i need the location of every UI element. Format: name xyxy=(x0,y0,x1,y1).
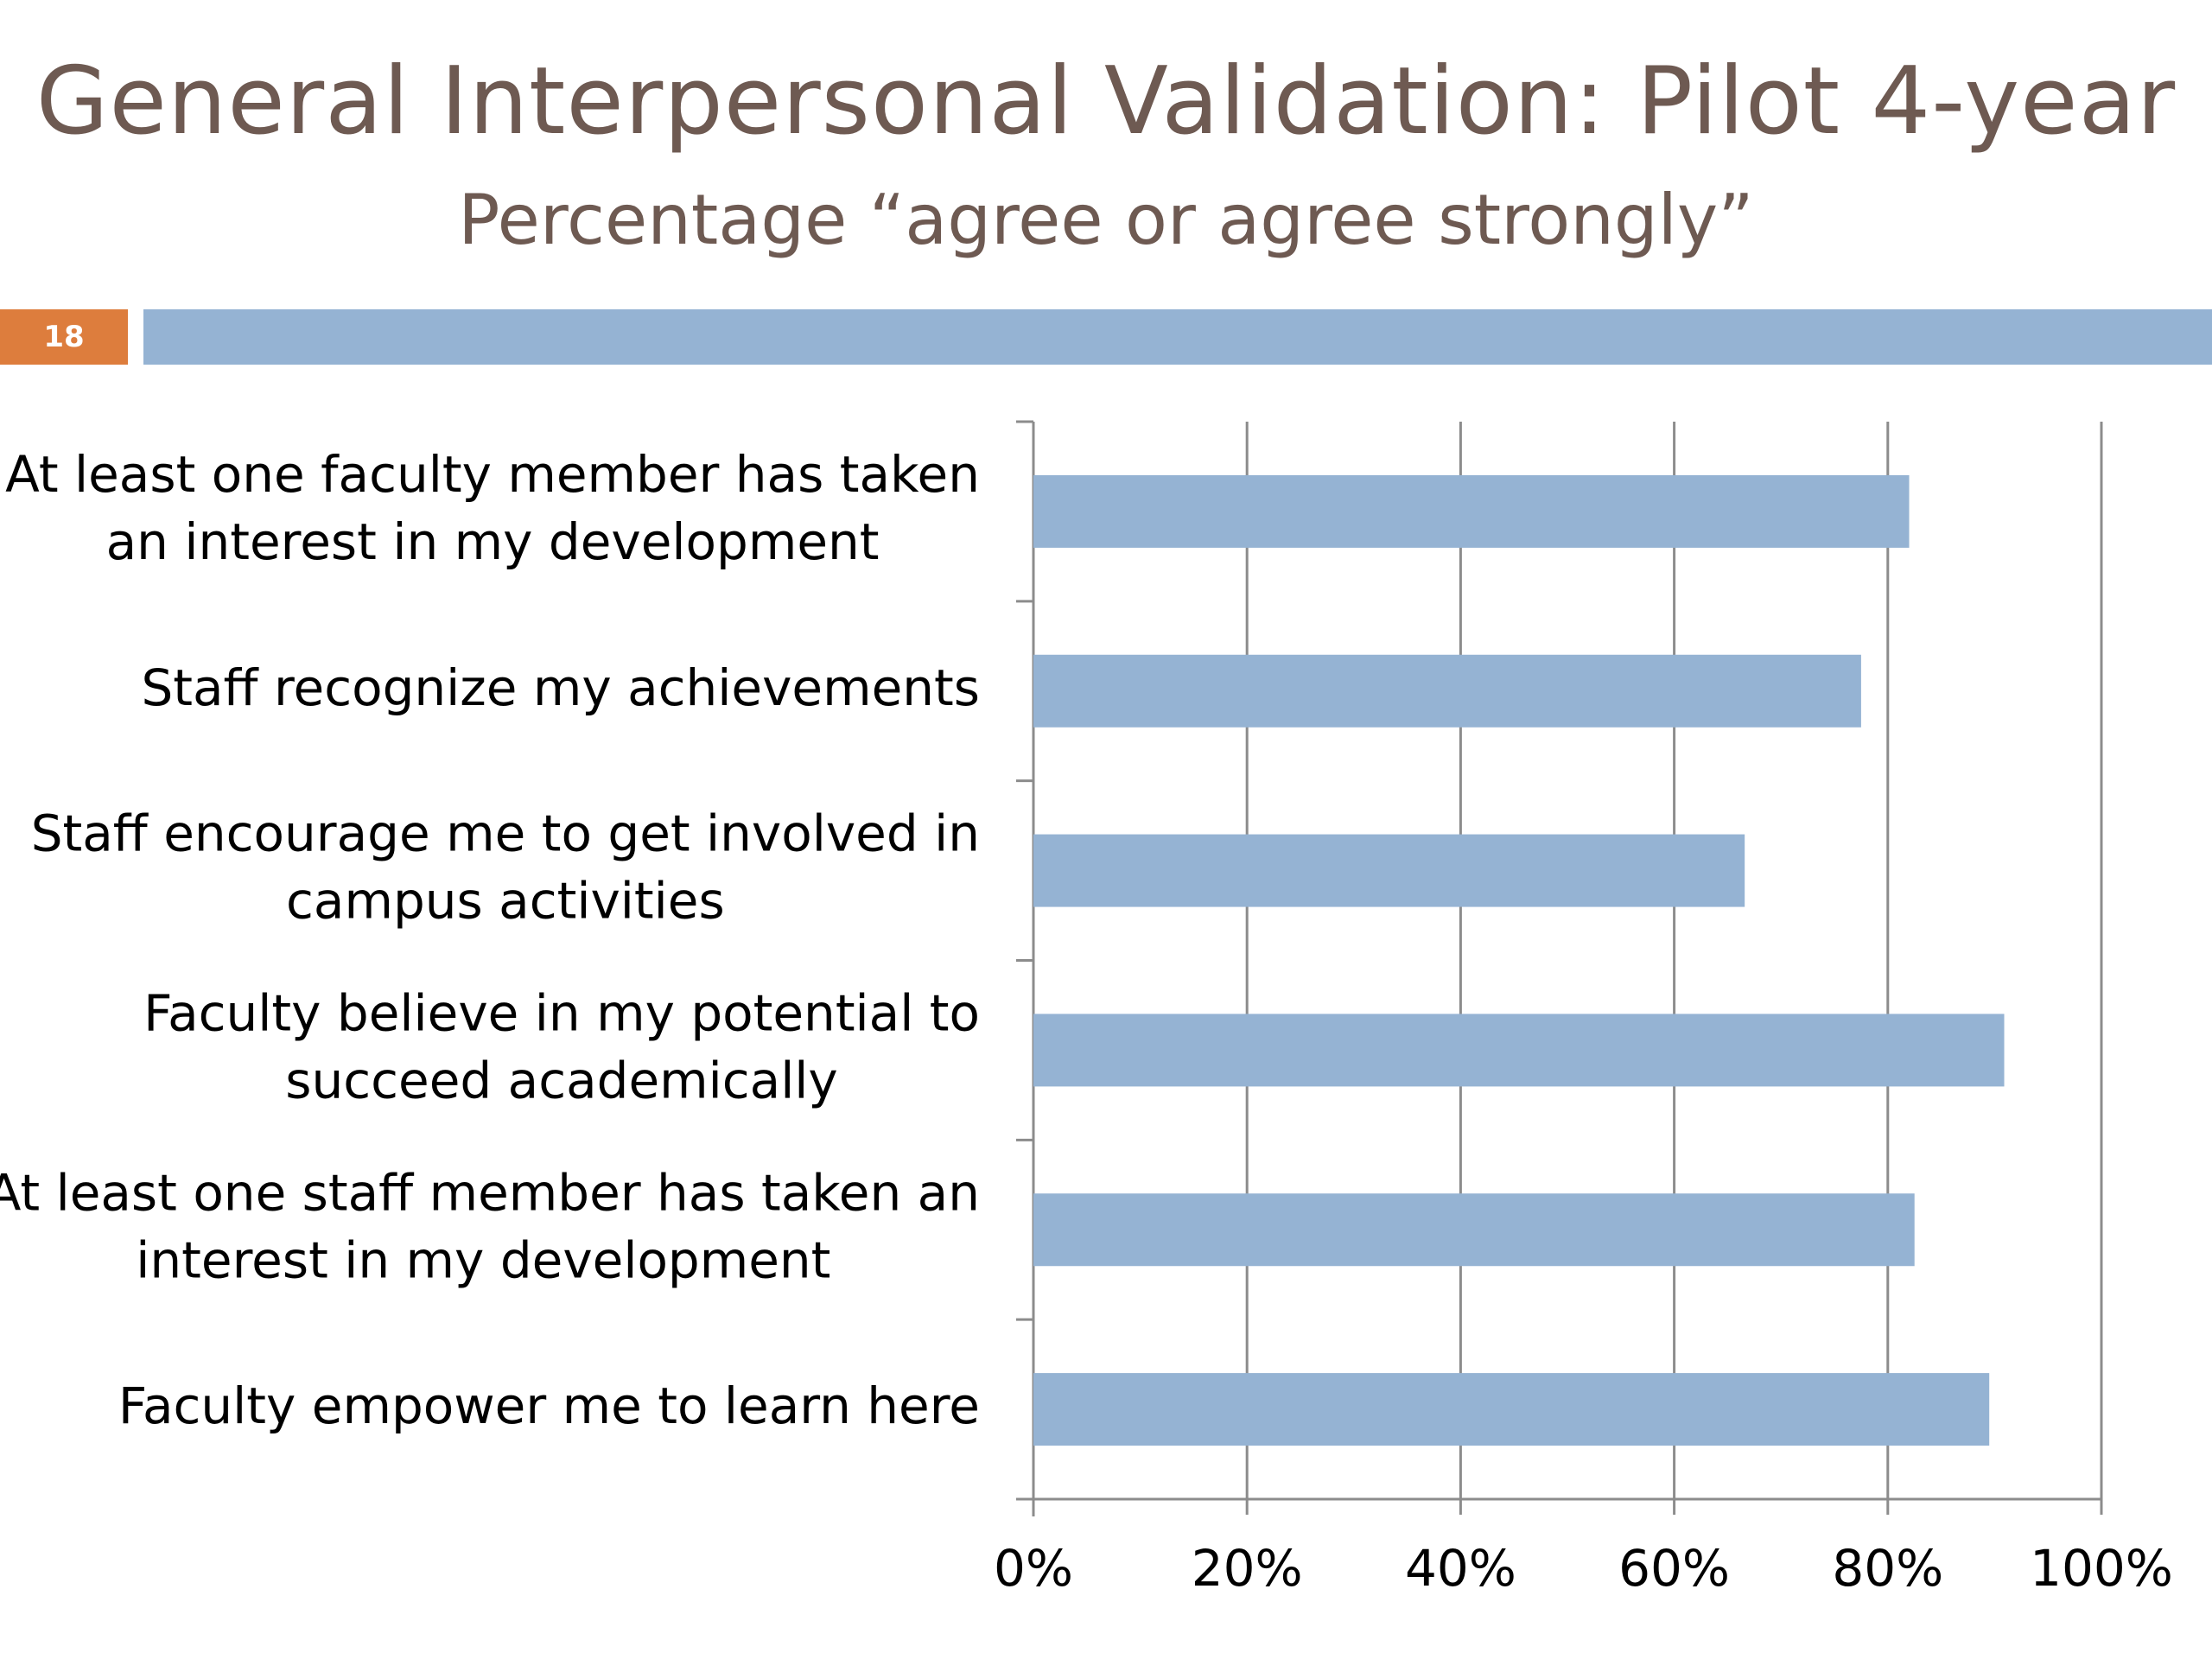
bar xyxy=(1033,1193,1915,1267)
category-label: Faculty empower me to learn here xyxy=(118,1376,980,1435)
category-label: campus activities xyxy=(286,872,725,931)
x-tick-label: 100% xyxy=(2030,1539,2173,1598)
bar-chart: At least one faculty member has taken an … xyxy=(0,420,2173,1598)
x-tick-label: 60% xyxy=(1618,1539,1730,1598)
category-label: At least one faculty member has taken xyxy=(5,445,980,504)
x-tick-label: 40% xyxy=(1405,1539,1516,1598)
x-tick-label: 80% xyxy=(1832,1539,1943,1598)
category-label: Faculty believe in my potential to xyxy=(143,984,980,1043)
slide-number-badge: 18 xyxy=(0,309,128,365)
bar xyxy=(1033,474,1910,548)
bar xyxy=(1033,1014,2005,1087)
slide-title: General Interpersonal Validation: Pilot … xyxy=(35,48,2177,156)
category-label: Staff encourage me to get involved in xyxy=(31,804,980,863)
header-accent-bar xyxy=(143,309,2212,365)
category-label: succeed academically xyxy=(285,1052,837,1110)
category-label: an interest in my development xyxy=(106,512,880,571)
category-label: At least one staff member has taken an xyxy=(0,1163,980,1222)
bar xyxy=(1033,1373,1990,1446)
x-tick-label: 0% xyxy=(994,1539,1073,1598)
bar xyxy=(1033,834,1745,907)
category-label: interest in my development xyxy=(136,1230,830,1289)
category-label: Staff recognize my achievements xyxy=(141,658,980,717)
x-tick-label: 20% xyxy=(1192,1539,1303,1598)
slide-subtitle: Percentage “agree or agree strongly” xyxy=(458,180,1754,260)
bar xyxy=(1033,654,1861,728)
